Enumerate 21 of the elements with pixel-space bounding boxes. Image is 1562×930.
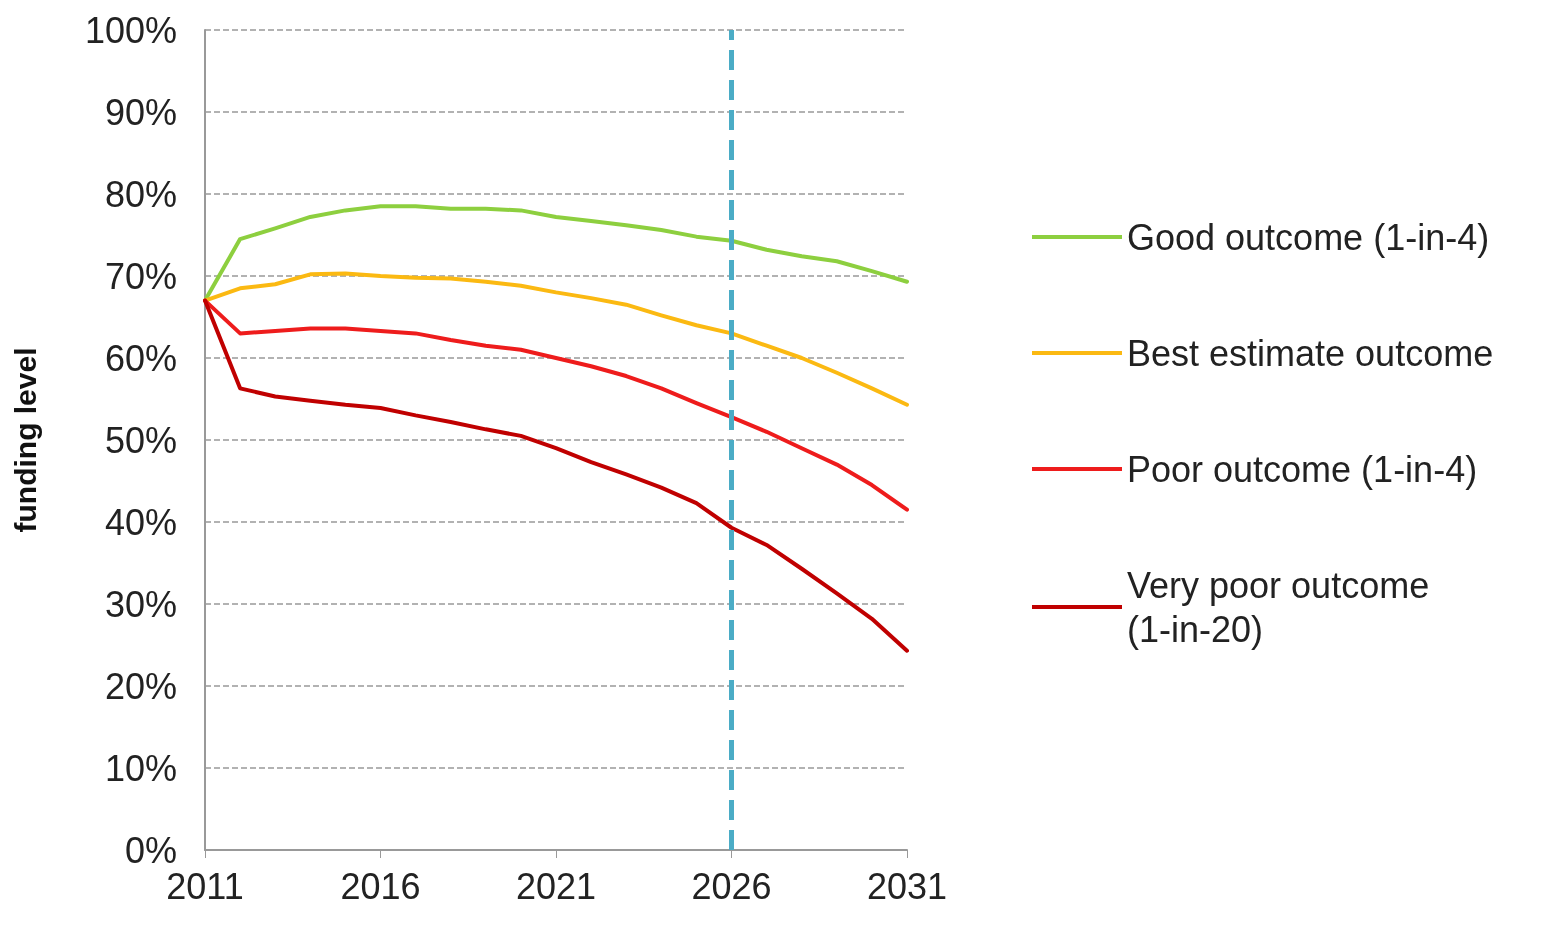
legend-label: Very poor outcome (1-in-20) bbox=[1127, 564, 1440, 650]
y-tick-label: 70% bbox=[104, 255, 177, 297]
y-tick-label: 20% bbox=[104, 665, 177, 707]
y-tick-label: 10% bbox=[104, 747, 177, 789]
y-tick-label: 90% bbox=[104, 91, 177, 133]
line-series bbox=[203, 298, 909, 653]
y-tick-label: 100% bbox=[84, 9, 177, 51]
y-tick-label: 40% bbox=[104, 501, 177, 543]
x-tick-label: 2016 bbox=[340, 865, 421, 907]
y-tick-label: 50% bbox=[104, 419, 177, 461]
x-tick-label: 2026 bbox=[691, 865, 772, 907]
x-tick-label: 2031 bbox=[866, 865, 948, 907]
legend-label: Good outcome (1-in-4) bbox=[1127, 216, 1490, 258]
x-tick-label: 2021 bbox=[515, 865, 597, 907]
line-series bbox=[203, 271, 909, 407]
legend-label: Poor outcome (1-in-4) bbox=[1127, 448, 1478, 490]
y-tick-label: 60% bbox=[104, 337, 177, 379]
y-tick-label: 30% bbox=[104, 583, 177, 625]
legend-label: Best estimate outcome bbox=[1127, 332, 1494, 374]
y-tick-label: 80% bbox=[104, 173, 177, 215]
y-axis-title: funding level bbox=[8, 347, 42, 533]
